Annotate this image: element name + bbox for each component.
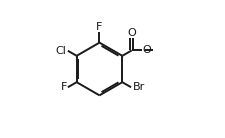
Text: Cl: Cl: [55, 46, 66, 56]
Text: Br: Br: [132, 82, 144, 92]
Text: F: F: [96, 22, 102, 32]
Text: O: O: [142, 45, 151, 55]
Text: F: F: [60, 82, 66, 92]
Text: O: O: [127, 28, 135, 38]
